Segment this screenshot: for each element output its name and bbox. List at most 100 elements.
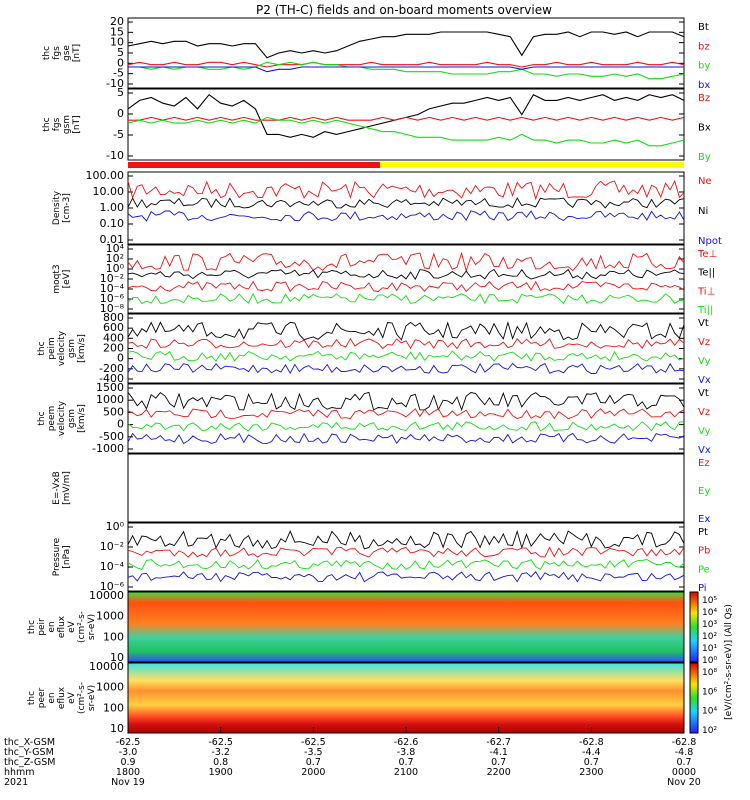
legend-entry: Pt (698, 527, 708, 538)
y-tick-label: 0 (117, 352, 124, 365)
colorbar-tick: 10⁸ (702, 668, 717, 678)
series-line-Bt (127, 31, 685, 59)
trace-line (127, 559, 685, 570)
y-axis-label: [mV/m] (62, 471, 72, 505)
x-tick-label: 0.7 (306, 757, 321, 768)
y-tick-label: -10 (106, 77, 124, 90)
legend-entry: Vx (698, 375, 711, 386)
y-tick-label: 10² (106, 252, 124, 265)
y-tick-label: -1000 (92, 442, 124, 455)
legend-entry: Te⊥ (697, 249, 717, 260)
y-tick-label: 10⁻⁴ (100, 560, 125, 573)
y-tick-label: 10⁻² (100, 272, 124, 285)
y-axis-label: Pressure (52, 537, 62, 576)
trace-line (127, 408, 685, 420)
trace-line (127, 421, 685, 432)
y-tick-label: 100 (103, 630, 124, 643)
series-line-by (128, 61, 685, 80)
legend-entry: by (698, 61, 710, 72)
y-axis-label: eflux (57, 615, 67, 638)
x-row-label: thc_Z-GSM (4, 757, 55, 768)
y-tick-label: 10000 (89, 589, 124, 602)
panel-frame (127, 591, 685, 663)
trace-line (127, 292, 685, 305)
trace-line (127, 179, 685, 201)
legend-entry: Te|| (697, 268, 715, 279)
panel-frame (127, 453, 685, 523)
colorbar-lower (689, 662, 699, 734)
x-tick-label: -62.6 (394, 737, 419, 748)
x-tick-label: 0.7 (584, 757, 599, 768)
y-axis-label: gse (62, 45, 72, 61)
panel-frame (127, 88, 685, 161)
y-tick-label: 10⁻² (100, 540, 124, 553)
trace-line (127, 197, 685, 209)
y-tick-label: 10 (110, 651, 124, 664)
y-tick-label: 10⁰ (106, 262, 125, 275)
legend-entry: By (698, 152, 711, 163)
x-row-label: thc_X-GSM (4, 737, 55, 748)
x-tick-label: -3.8 (397, 747, 416, 758)
legend-entry: Vx (698, 445, 711, 456)
colorbar-tick: 10⁵ (702, 596, 717, 606)
legend-entry: Bz (698, 93, 710, 104)
y-tick-label: 0 (117, 107, 124, 120)
y-axis-label: [nPa] (62, 545, 72, 568)
plot-title: P2 (TH-C) fields and on-board moments ov… (256, 3, 552, 17)
legend-entry: Ey (698, 486, 710, 497)
y-tick-label: 20 (110, 15, 124, 28)
y-axis-label: E=-VxB (52, 471, 62, 505)
x-tick-label: -62.5 (116, 737, 141, 748)
legend-entry: Ex (698, 514, 710, 525)
y-axis-label: peer (37, 687, 47, 708)
legend-entry: Ni (698, 206, 708, 217)
panel-2: thc fgs gsm [nT] 5 0 -5 -10 Bz Bx By (42, 86, 711, 163)
x-tick-label: -62.7 (486, 737, 511, 748)
y-tick-label: 400 (103, 331, 124, 344)
panel-frame (127, 383, 685, 454)
y-tick-label: 10⁻⁶ (100, 292, 125, 305)
x-row-label: thc_Y-GSM (4, 747, 54, 758)
x-tick-label: 0000 (672, 767, 696, 778)
x-row-label: hhmm (4, 767, 35, 778)
x-tick-label: 1900 (209, 767, 233, 778)
colorbar-tick: 10¹ (702, 644, 717, 654)
y-tick-label: 10000 (89, 660, 124, 673)
y-tick-label: 10 (110, 722, 124, 735)
y-tick-label: 10⁻⁴ (100, 282, 125, 295)
legend-entry: Vy (698, 356, 711, 367)
panel-5: thc peim velocity gsm [km/s] 8006004002000-20… (37, 311, 711, 386)
x-tick-label: Nov 19 (111, 777, 145, 788)
y-tick-label: 200 (103, 342, 124, 355)
mode-bar-yellow (380, 162, 684, 168)
series-line-Bz (128, 116, 685, 121)
panel-frame (127, 522, 685, 592)
x-tick-label: 0.7 (676, 757, 691, 768)
legend-entry: Bx (698, 123, 711, 134)
trace-line (127, 280, 685, 293)
x-tick-label: Nov 20 (667, 777, 701, 788)
y-axis-label: en (47, 621, 57, 632)
x-tick-label: 2200 (487, 767, 511, 778)
y-tick-label: -200 (99, 362, 124, 375)
trace-line (127, 337, 685, 350)
y-axis-label: velocity (57, 400, 67, 436)
trace-line (127, 350, 685, 362)
trace-line (127, 529, 685, 550)
x-tick-label: 0.7 (491, 757, 506, 768)
legend-entry: Pb (698, 546, 710, 557)
y-tick-label: 5 (117, 46, 124, 59)
panel-frame (127, 17, 685, 89)
y-tick-label: 0 (117, 418, 124, 431)
series-line-bz (127, 61, 685, 68)
colorbar-upper (689, 591, 699, 663)
spectrogram (128, 663, 684, 733)
y-axis-label: [cm-3] (62, 193, 72, 223)
x-tick-label: 0.9 (120, 757, 135, 768)
y-tick-label: -400 (99, 372, 124, 385)
legend-entry: bz (698, 41, 710, 52)
x-tick-label: -62.8 (579, 737, 604, 748)
y-tick-label: 10⁻⁶ (100, 580, 125, 593)
